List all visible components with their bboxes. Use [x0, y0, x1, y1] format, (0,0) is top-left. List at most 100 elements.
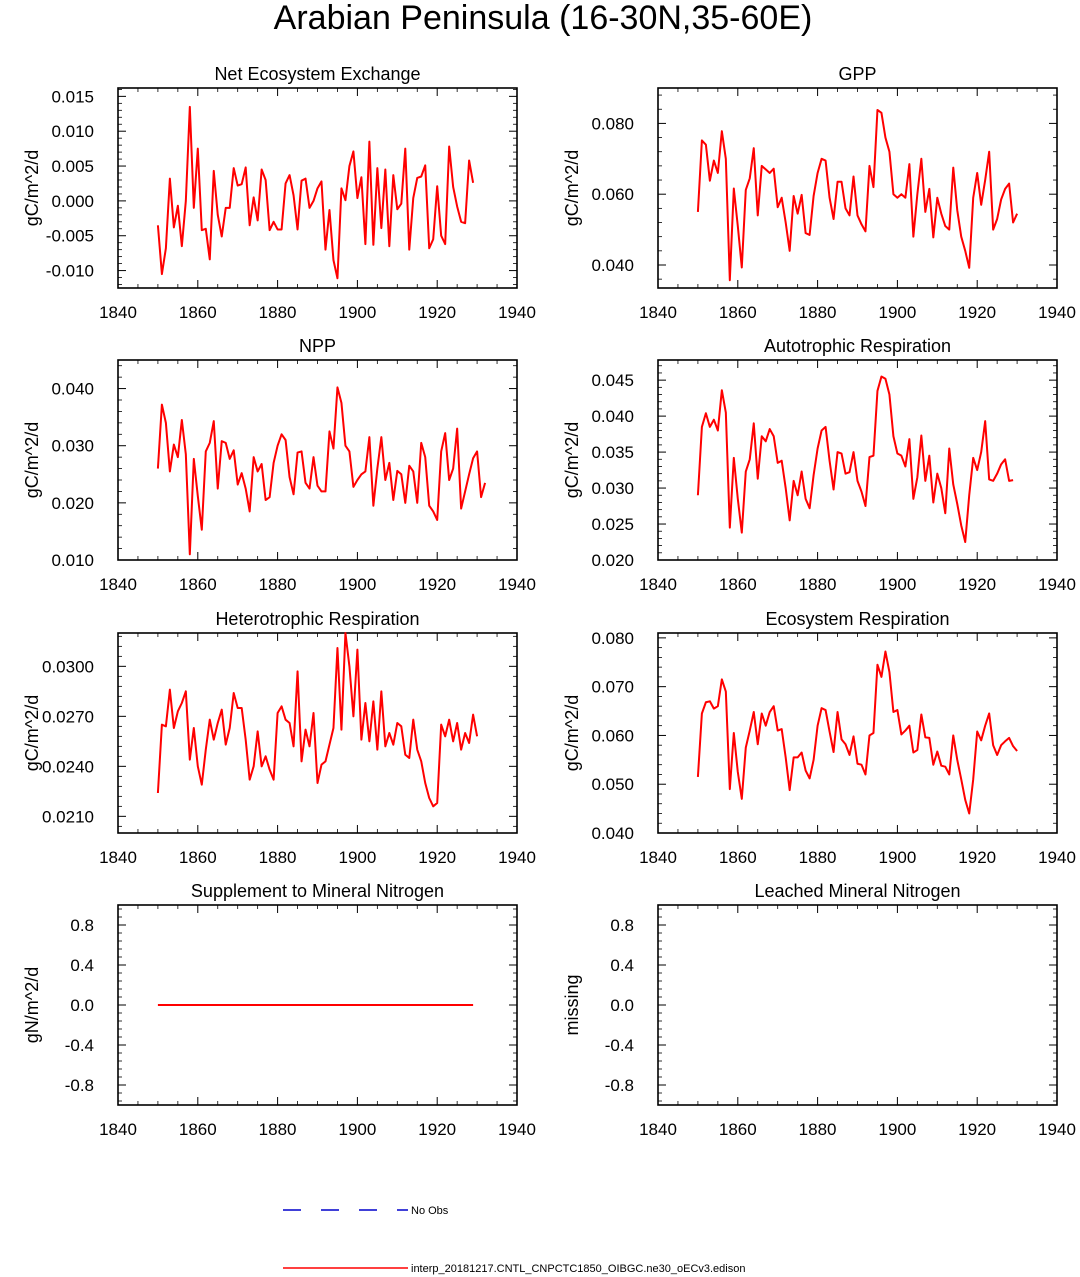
series-line	[156, 632, 479, 808]
y-tick-label: 0.8	[70, 916, 94, 935]
panel-grid: Net Ecosystem Exchange gC/m^2/d 1840 1860 18…	[22, 64, 1076, 1139]
plot-frame	[657, 87, 1058, 289]
x-tick-label: 1880	[799, 575, 837, 594]
y-tick-label: 0.045	[591, 371, 634, 390]
y-tick-label: 0.020	[51, 494, 94, 513]
y-tick-label: 0.0270	[42, 707, 94, 726]
y-tick-label: 0.040	[591, 407, 634, 426]
x-tick-label: 1920	[418, 303, 456, 322]
y-tick-label: 0.020	[591, 551, 634, 570]
y-tick-label: 0.005	[51, 157, 94, 176]
chart-title: Ecosystem Respiration	[765, 609, 949, 629]
x-tick-label: 1940	[1038, 1120, 1076, 1139]
x-tick-label: 1900	[338, 1120, 376, 1139]
y-axis-label: gC/m^2/d	[22, 422, 42, 498]
y-tick-label: 0.0240	[42, 757, 94, 776]
y-axis-label: gC/m^2/d	[562, 150, 582, 226]
x-tick-label: 1840	[99, 1120, 137, 1139]
y-axis-label: gN/m^2/d	[22, 967, 42, 1043]
y-axis-label: gC/m^2/d	[22, 150, 42, 226]
y-tick-label: 0.000	[51, 192, 94, 211]
y-tick-label: 0.015	[51, 87, 94, 106]
y-axis-label: missing	[562, 974, 582, 1035]
x-tick-label: 1880	[259, 303, 297, 322]
x-tick-label: 1840	[639, 303, 677, 322]
y-tick-label: 0.0210	[42, 807, 94, 826]
series-line	[696, 108, 1019, 282]
x-tick-label: 1940	[498, 575, 536, 594]
chart-title: Supplement to Mineral Nitrogen	[191, 881, 444, 901]
x-tick-label: 1880	[259, 848, 297, 867]
x-tick-label: 1940	[1038, 848, 1076, 867]
chart-net-ecosystem-exchange: Net Ecosystem Exchange gC/m^2/d 1840 1860 18…	[22, 64, 536, 322]
legend-model-label: interp_20181217.CNTL_CNPCTC1850_OIBGC.ne…	[411, 1263, 745, 1275]
x-tick-label: 1880	[259, 1120, 297, 1139]
page-title: Arabian Peninsula (16-30N,35-60E)	[274, 0, 813, 37]
chart-gpp: GPP gC/m^2/d 1840 1860 1880 1900 1920 1940 0.040…	[562, 64, 1076, 322]
chart-title: Autotrophic Respiration	[764, 336, 951, 356]
x-tick-label: 1940	[1038, 575, 1076, 594]
legend-obs-label: No Obs	[411, 1205, 449, 1217]
x-tick-label: 1860	[179, 303, 217, 322]
series-line	[156, 105, 475, 280]
x-tick-label: 1900	[878, 848, 916, 867]
chart-heterotrophic-respiration: Heterotrophic Respiration gC/m^2/d 1840 186…	[22, 609, 536, 867]
x-tick-label: 1940	[498, 303, 536, 322]
x-tick-label: 1900	[878, 1120, 916, 1139]
x-tick-label: 1860	[179, 575, 217, 594]
y-tick-label: 0.080	[591, 629, 634, 648]
y-tick-label: -0.010	[46, 262, 94, 281]
y-tick-label: 0.035	[591, 443, 634, 462]
x-tick-label: 1860	[719, 303, 757, 322]
chart-title: Leached Mineral Nitrogen	[754, 881, 960, 901]
y-axis-label: gC/m^2/d	[562, 695, 582, 771]
chart-title: Heterotrophic Respiration	[215, 609, 419, 629]
x-tick-label: 1920	[958, 848, 996, 867]
x-tick-label: 1920	[418, 575, 456, 594]
chart-supplement-to-mineral-nitrogen: Supplement to Mineral Nitrogen gN/m^2/d 18…	[22, 881, 536, 1139]
x-tick-label: 1940	[498, 1120, 536, 1139]
chart-autotrophic-respiration: Autotrophic Respiration gC/m^2/d 1840 1860 1…	[562, 336, 1076, 594]
x-tick-label: 1840	[99, 848, 137, 867]
y-tick-label: -0.8	[65, 1076, 94, 1095]
series-line	[696, 650, 1018, 815]
y-tick-label: 0.0	[70, 996, 94, 1015]
x-tick-label: 1920	[958, 1120, 996, 1139]
y-tick-label: 0.040	[591, 824, 634, 843]
y-tick-label: 0.050	[591, 775, 634, 794]
plot-frame	[657, 904, 1058, 1106]
y-tick-label: 0.030	[51, 437, 94, 456]
y-tick-label: 0.040	[591, 256, 634, 275]
y-tick-label: 0.8	[610, 916, 634, 935]
x-tick-label: 1840	[639, 848, 677, 867]
x-tick-label: 1860	[719, 575, 757, 594]
x-tick-label: 1880	[799, 1120, 837, 1139]
chart-title: GPP	[838, 64, 876, 84]
x-tick-label: 1940	[498, 848, 536, 867]
x-tick-label: 1880	[799, 303, 837, 322]
x-tick-label: 1840	[99, 303, 137, 322]
y-tick-label: -0.8	[605, 1076, 634, 1095]
x-tick-label: 1900	[878, 575, 916, 594]
y-tick-label: 0.080	[591, 114, 634, 133]
x-tick-label: 1840	[99, 575, 137, 594]
x-tick-label: 1860	[179, 848, 217, 867]
y-tick-label: 0.060	[591, 185, 634, 204]
legend: No Obs interp_20181217.CNTL_CNPCTC1850_O…	[283, 1205, 745, 1275]
x-tick-label: 1840	[639, 575, 677, 594]
y-tick-label: 0.070	[591, 678, 634, 697]
x-tick-label: 1880	[799, 848, 837, 867]
y-tick-label: 0.4	[610, 956, 634, 975]
x-tick-label: 1860	[179, 1120, 217, 1139]
y-tick-label: 0.0	[610, 996, 634, 1015]
chart-title: Net Ecosystem Exchange	[214, 64, 420, 84]
x-tick-label: 1900	[878, 303, 916, 322]
y-tick-label: 0.025	[591, 515, 634, 534]
x-tick-label: 1840	[639, 1120, 677, 1139]
x-tick-label: 1860	[719, 1120, 757, 1139]
y-tick-label: -0.005	[46, 227, 94, 246]
x-tick-label: 1920	[418, 848, 456, 867]
chart-title: NPP	[299, 336, 336, 356]
y-tick-label: 0.030	[591, 479, 634, 498]
